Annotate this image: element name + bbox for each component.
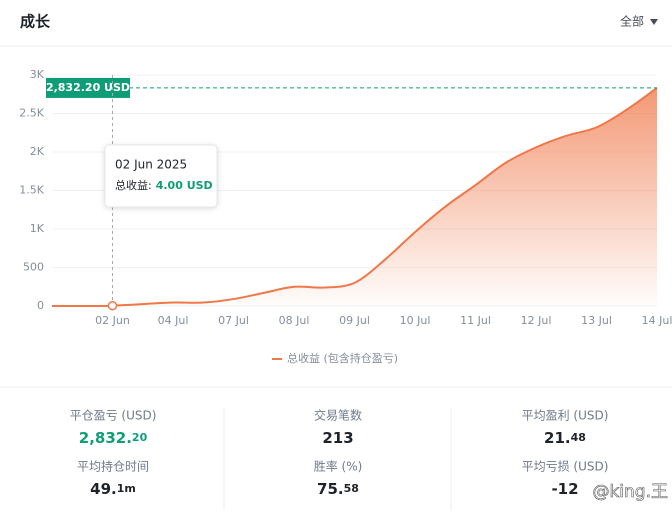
y-tick-label: 3K — [30, 68, 45, 81]
legend-label: 总收益 (包含持仓盈亏) — [287, 351, 398, 365]
x-tick-label: 02 Jun — [95, 314, 130, 327]
y-tick-label: 1K — [30, 222, 45, 235]
stat-value: 213 — [322, 429, 353, 447]
filter-dropdown[interactable]: 全部 — [620, 14, 644, 29]
stat-value: 49.1m — [90, 480, 136, 498]
stat-value: 21.48 — [544, 429, 586, 447]
watermark: @king.王 — [592, 482, 668, 502]
stat-value: 75.58 — [317, 480, 359, 498]
dropdown-arrow[interactable] — [650, 19, 658, 25]
y-tick-label: 2.5K — [19, 107, 44, 120]
x-tick-label: 13 Jul — [581, 314, 612, 327]
x-tick-label: 09 Jul — [339, 314, 370, 327]
x-tick-label: 07 Jul — [218, 314, 249, 327]
x-tick-label: 12 Jul — [521, 314, 552, 327]
y-tick-label: 0 — [37, 299, 44, 312]
tooltip — [104, 144, 218, 208]
stat-value: 2,832.20 — [79, 429, 148, 447]
y-tick-label: 500 — [23, 261, 44, 274]
tooltip-date: 02 Jun 2025 — [115, 158, 187, 172]
tooltip-value: 4.00 USD — [156, 179, 213, 192]
reference-label-bg — [46, 77, 130, 98]
reference-label: 2,832.20 USD — [46, 81, 130, 94]
x-tick-label: 14 Jul — [642, 314, 672, 327]
y-tick-label: 1.5K — [19, 184, 44, 197]
chart: 0 500 1K 1.5K 2K 2.5K 3K 02 Jun 04 Jul 07 Jul 08 J… — [19, 68, 672, 365]
stat-label: 交易笔数 — [314, 408, 362, 423]
stat-label: 胜率 (%) — [314, 459, 363, 474]
y-tick-label: 2K — [30, 145, 45, 158]
x-tick-label: 11 Jul — [460, 314, 491, 327]
x-tick-label: 10 Jul — [400, 314, 431, 327]
stat-label: 平均持仓时间 — [77, 459, 149, 474]
x-tick-label: 04 Jul — [158, 314, 189, 327]
page-title: 成长 — [20, 13, 51, 31]
stats: 平仓盈亏 (USD) 2,832.20 交易笔数 213 平均盈利 (USD) 21.48… — [70, 408, 609, 498]
stat-value: -12 — [551, 480, 578, 498]
x-tick-label: 08 Jul — [279, 314, 310, 327]
hover-point — [107, 300, 118, 311]
line — [51, 87, 658, 308]
tooltip-label: 总收益: — [115, 178, 152, 192]
area-fill — [52, 87, 657, 307]
stat-label: 平仓盈亏 (USD) — [70, 409, 157, 423]
stat-label: 平均亏损 (USD) — [522, 460, 609, 474]
stat-label: 平均盈利 (USD) — [522, 409, 609, 423]
